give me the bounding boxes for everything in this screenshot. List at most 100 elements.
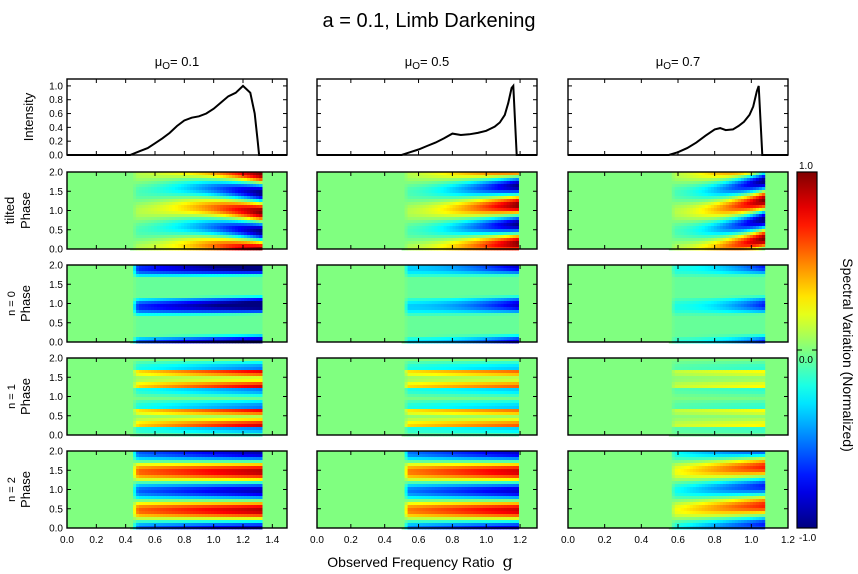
x-tick-label: 0.0 [60,535,74,546]
colorbar: 1.0 0.0 -1.0 [796,161,818,544]
x-tick-label: 0.8 [445,535,459,546]
heatmap-cells [130,358,263,437]
panel-r3-c2 [567,357,789,437]
heatmap-cells [401,172,519,251]
heatmap-cells [668,172,766,251]
row-label-1: Phase [18,192,33,229]
colorbar-tick-label: -1.0 [799,533,817,544]
intensity-line [67,84,287,156]
y-tick-label: 1.5 [49,187,63,198]
y-tick-label: 2.0 [49,168,63,179]
row-sublabel-3: n = 1 [6,384,18,409]
x-axis-label: Observed Frequency Ratio g [327,552,512,571]
panel-r0-c2 [567,78,789,156]
panel-r4-c1: 0.0 0.2 0.4 0.6 0.8 1.0 1.2 [310,450,538,546]
y-tick-label: 2.0 [49,447,63,458]
heatmap-cells [401,451,519,530]
panel-r0-c1 [316,78,538,156]
x-tick-label: 0.0 [561,535,575,546]
y-tick-label: 0.5 [49,225,63,236]
heatmap-cells [668,358,766,437]
row-label-4: Phase [18,471,33,508]
y-tick-label: 2.0 [49,354,63,365]
x-tick-label: 0.4 [378,535,392,546]
row-sublabel-1: tilted [2,197,17,224]
y-tick-label: 1.0 [49,299,63,310]
y-tick-label: 0.0 [49,151,63,162]
x-axis-label-symbol: g [502,552,512,571]
colorbar-tick-label: 1.0 [799,161,813,172]
x-axis-label-text: Observed Frequency Ratio [327,554,495,570]
y-tick-label: 0.5 [49,504,63,515]
x-tick-label: 1.2 [513,535,527,546]
y-tick-label: 2.0 [49,261,63,272]
x-tick-label: 1.0 [744,535,758,546]
x-tick-label: 0.6 [671,535,685,546]
row-label-2: Phase [18,285,33,322]
x-tick-label: 0.8 [177,535,191,546]
x-tick-label: 1.2 [781,535,795,546]
y-tick-label: 1.5 [49,373,63,384]
y-tick-label: 0.4 [49,123,63,134]
x-tick-label: 1.2 [236,535,250,546]
x-tick-label: 0.8 [708,535,722,546]
y-tick-label: 0.2 [49,137,63,148]
heatmap-cells [401,358,519,437]
x-tick-label: 0.2 [89,535,103,546]
mu-value: = 0.5 [420,54,449,69]
axes-frame [316,78,538,156]
intensity-line [317,83,537,156]
heatmap-cells [130,265,263,344]
y-tick-label: 1.0 [49,206,63,217]
colorbar-label: Spectral Variation (Normalized) [840,258,856,451]
heatmap-cells [130,451,263,530]
heatmap-cells [401,265,519,344]
panel-r3-c1 [316,357,538,437]
colorbar-tick-label: 0.0 [799,355,813,366]
axes-frame [567,78,789,156]
column-header-1: μO= 0.5 [405,54,450,72]
row-label-0: Intensity [21,92,36,141]
axes-frame [66,78,288,156]
panel-r2-c2 [567,264,789,344]
y-tick-label: 0.0 [49,431,63,442]
row-label-3: Phase [18,378,33,415]
x-tick-label: 0.2 [344,535,358,546]
y-tick-label: 1.5 [49,466,63,477]
panel-r1-c1 [316,171,538,251]
mu-symbol: μ [656,54,664,69]
x-tick-label: 0.4 [119,535,133,546]
y-tick-label: 0.6 [49,109,63,120]
mu-subscript: O [663,61,671,72]
heatmap-cells [668,265,766,344]
x-tick-label: 0.6 [148,535,162,546]
x-tick-label: 0.6 [412,535,426,546]
panel-r2-c1 [316,264,538,344]
mu-value: = 0.7 [671,54,700,69]
row-sublabel-2: n = 0 [6,291,18,316]
mu-symbol: μ [155,54,163,69]
x-tick-label: 0.0 [310,535,324,546]
y-tick-label: 0.0 [49,338,63,349]
panel-r4-c0: 0.0 0.2 0.4 0.6 0.8 1.0 1.2 1.4 0.0 0.5 1.0 1.5 2.0 P… [6,447,288,546]
heatmap-cells [668,451,766,530]
column-header-2: μO= 0.7 [656,54,701,72]
column-header-0: μO= 0.1 [155,54,200,72]
x-tick-label: 0.4 [634,535,648,546]
x-tick-label: 1.4 [265,535,279,546]
mu-subscript: O [162,61,170,72]
y-tick-label: 0.5 [49,411,63,422]
panel-grid: μO= 0.10.00.20.40.60.81.0Intensity0.00.5… [2,54,795,546]
y-tick-label: 1.0 [49,485,63,496]
y-tick-label: 1.0 [49,392,63,403]
mu-value: = 0.1 [170,54,199,69]
x-tick-label: 1.0 [479,535,493,546]
y-tick-label: 1.5 [49,280,63,291]
x-tick-label: 0.2 [598,535,612,546]
mu-symbol: μ [405,54,413,69]
y-tick-label: 0.5 [49,318,63,329]
y-tick-label: 0.0 [49,524,63,535]
panel-r1-c2 [567,171,789,251]
